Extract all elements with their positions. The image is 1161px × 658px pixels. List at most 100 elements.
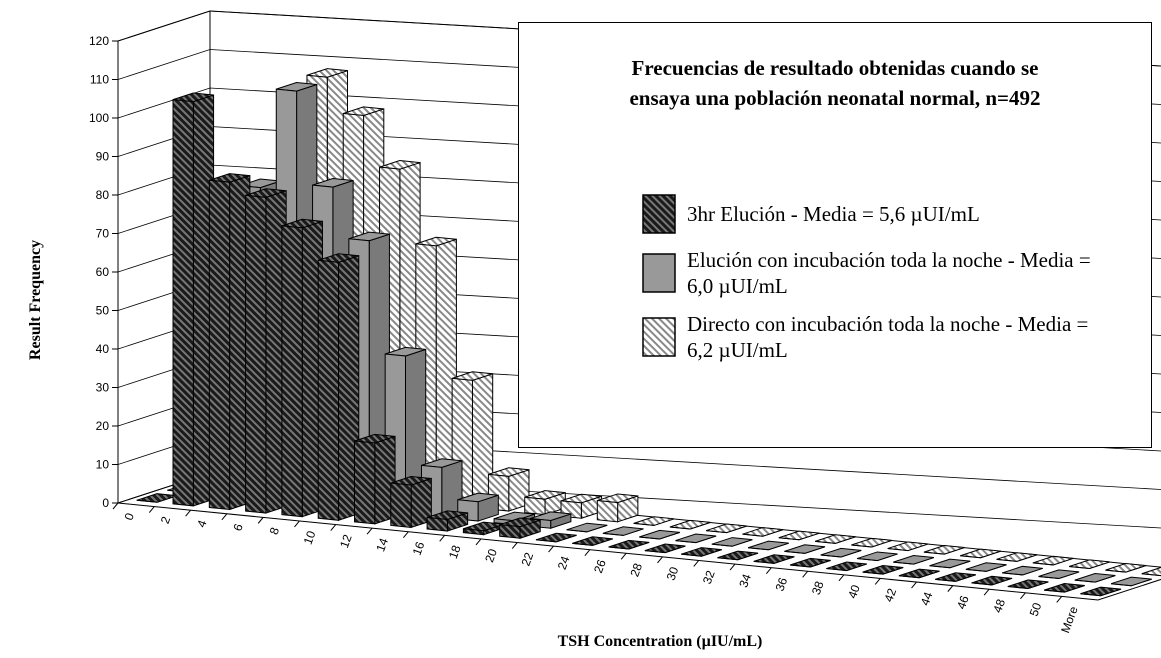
bar-front (1007, 586, 1029, 590)
bar-front (1074, 579, 1096, 583)
x-tick-label: 40 (845, 583, 863, 601)
x-tick-label: 12 (337, 532, 355, 550)
bar (245, 188, 287, 514)
bar-front (1105, 569, 1126, 573)
bar-front (1141, 573, 1161, 577)
bar-front (929, 565, 950, 569)
bar-front (711, 543, 733, 547)
x-tick-label: 36 (773, 575, 791, 593)
bar-front (281, 225, 303, 518)
bar (1032, 555, 1074, 566)
bar-front (887, 548, 909, 552)
bar (923, 545, 965, 555)
bar (499, 517, 541, 539)
bar (390, 475, 432, 529)
x-tick (838, 574, 845, 582)
y-tick-label: 40 (96, 342, 110, 356)
bar (596, 493, 639, 523)
bar (1043, 582, 1085, 593)
x-tick-label: 34 (736, 572, 754, 590)
legend-swatch (642, 253, 676, 293)
bar (971, 575, 1013, 586)
y-tick-label: 90 (96, 150, 110, 164)
bar (742, 527, 784, 537)
x-tick-label: 48 (990, 597, 1008, 615)
x-tick (802, 570, 809, 578)
bar-front (1080, 593, 1101, 597)
bar-front (639, 536, 660, 540)
bar (602, 526, 644, 536)
bar-front (172, 99, 194, 507)
bar-front (784, 550, 805, 554)
x-tick (1020, 592, 1026, 600)
x-tick (112, 502, 119, 510)
x-tick (294, 520, 300, 528)
bar (965, 562, 1007, 572)
bar (747, 540, 789, 551)
bar (1007, 579, 1049, 590)
bar-front (717, 557, 738, 561)
bar-front (826, 568, 847, 572)
bar (711, 537, 753, 547)
bar (935, 572, 976, 582)
bar (208, 173, 251, 511)
bar-front (608, 546, 629, 550)
x-tick-label: 44 (918, 590, 936, 608)
y-tick-label: 80 (96, 188, 110, 202)
bar (681, 547, 722, 557)
x-tick (657, 556, 663, 564)
y-tick-label: 20 (96, 419, 110, 433)
bar (1141, 566, 1161, 577)
x-tick (983, 588, 990, 596)
bar-front (923, 551, 945, 555)
bar (717, 550, 759, 561)
bar (669, 519, 711, 530)
x-tick (548, 545, 554, 553)
bar (706, 523, 747, 534)
bar-front (596, 500, 619, 523)
bar-front (960, 555, 981, 559)
bar (644, 543, 686, 554)
bar (1110, 576, 1152, 587)
bar (814, 534, 856, 544)
bar (1080, 586, 1122, 597)
x-tick-label: 14 (373, 536, 391, 554)
bar-front (602, 532, 624, 536)
x-tick (366, 527, 373, 535)
x-tick-label: 30 (664, 565, 682, 583)
x-tick-label: 20 (482, 547, 500, 565)
bar-front (462, 528, 485, 536)
x-tick-label: 42 (881, 586, 899, 604)
x-tick (765, 567, 772, 574)
bar (572, 536, 613, 546)
bar-front (644, 550, 666, 554)
bar-front (971, 582, 992, 586)
legend-label: Elución con incubación toda la noche - M… (687, 248, 1091, 298)
y-tick-label: 100 (89, 111, 109, 125)
bar (893, 555, 935, 565)
bar (566, 522, 608, 533)
bar (1069, 559, 1110, 570)
x-tick-label: 24 (555, 554, 573, 572)
bar-front (572, 542, 593, 546)
bar-front (996, 558, 1017, 562)
bar-front (753, 560, 775, 564)
bar-front (317, 259, 340, 521)
bar-front (706, 530, 727, 534)
bar-front (1002, 572, 1023, 576)
legend-entry: Elución con incubación toda la noche - M… (641, 247, 1111, 299)
bar-front (1044, 589, 1065, 593)
bar (789, 557, 831, 568)
bar (1002, 565, 1043, 576)
bar (633, 516, 675, 526)
bar-front (898, 575, 920, 579)
x-tick-label: 38 (809, 579, 827, 597)
legend-swatch (642, 317, 676, 357)
bar-front (856, 558, 878, 562)
bar-front (935, 578, 956, 582)
bar (996, 552, 1038, 562)
x-tick (330, 524, 337, 531)
x-tick-label: 16 (410, 539, 428, 557)
